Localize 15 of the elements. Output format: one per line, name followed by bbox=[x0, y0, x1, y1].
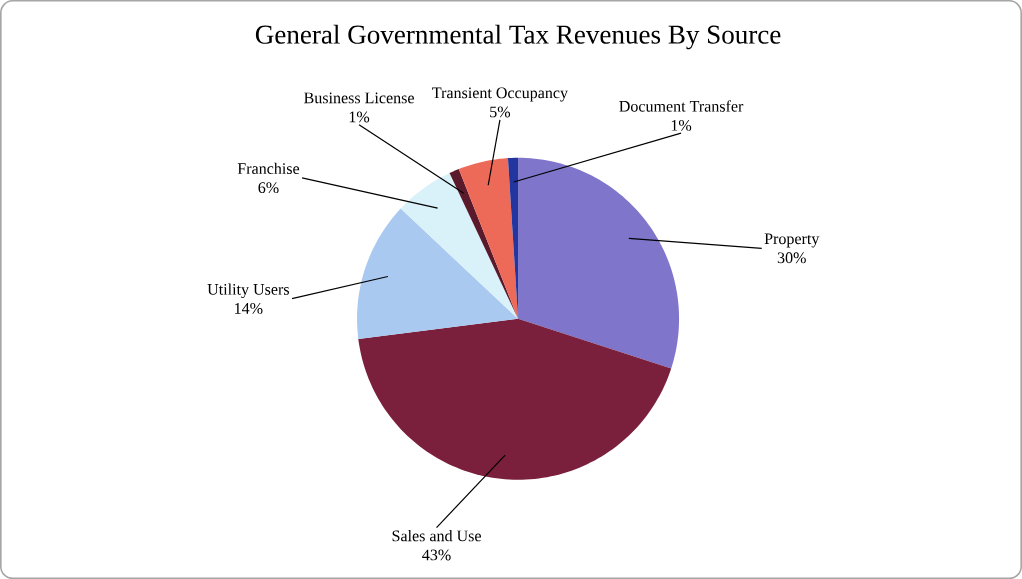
slice-label: Business License bbox=[304, 92, 414, 104]
slice-label: Sales and Use bbox=[392, 529, 481, 542]
data-label: 6% bbox=[258, 182, 279, 193]
slice-label: Property bbox=[764, 233, 820, 248]
data-label: 14% bbox=[235, 302, 263, 314]
slice-label: Franchise bbox=[237, 162, 300, 174]
slice-label: Transient Occupancy bbox=[432, 87, 568, 102]
chart-title: General Governmental Tax Revenues By Source bbox=[255, 24, 781, 50]
data-label: 5% bbox=[490, 106, 511, 118]
data-label: 1% bbox=[671, 119, 692, 131]
data-label: 30% bbox=[777, 252, 806, 264]
data-label: 43% bbox=[422, 549, 451, 561]
slice-label: Document Transfer bbox=[619, 100, 744, 112]
slice-label: Utility Users bbox=[207, 283, 289, 298]
data-label: 1% bbox=[349, 111, 370, 123]
